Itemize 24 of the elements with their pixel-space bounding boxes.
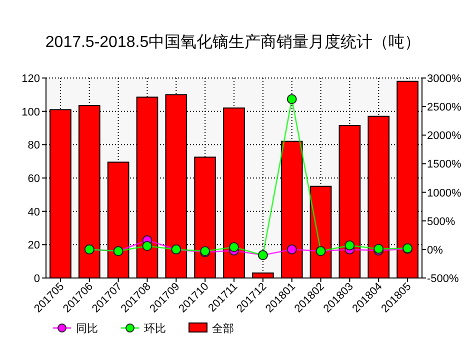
- point: [286, 244, 297, 254]
- y2-tick-label: 1000%: [427, 187, 462, 200]
- y2-tick-label: 2500%: [427, 102, 462, 114]
- point: [344, 240, 355, 250]
- y-tick-label: 60: [28, 173, 40, 185]
- y2-tick-label: 2000%: [427, 130, 462, 142]
- legend-label: 全部: [212, 322, 234, 335]
- y-tick-label: 20: [28, 240, 40, 252]
- legend-label: 环比: [144, 322, 166, 335]
- y2-tick-label: 1500%: [427, 158, 462, 171]
- y-tick-label: 120: [22, 73, 40, 85]
- point: [142, 241, 152, 251]
- y-tick-label: 80: [28, 140, 40, 152]
- point: [229, 242, 239, 252]
- legend-label: 同比: [76, 322, 98, 335]
- y-tick-label: 100: [22, 106, 40, 118]
- y-tick-label: 40: [28, 206, 40, 218]
- y2-tick-label: 3000%: [427, 73, 462, 85]
- y2-tick-label: 500%: [427, 216, 456, 228]
- y-tick-label: 0: [34, 273, 40, 285]
- y2-tick-label: -500%: [427, 273, 460, 285]
- y2-tick-label: 0%: [427, 244, 444, 256]
- point: [286, 94, 297, 104]
- chart-title: 2017.5-2018.5中国氧化镝生产商销量月度统计（吨）: [45, 33, 421, 51]
